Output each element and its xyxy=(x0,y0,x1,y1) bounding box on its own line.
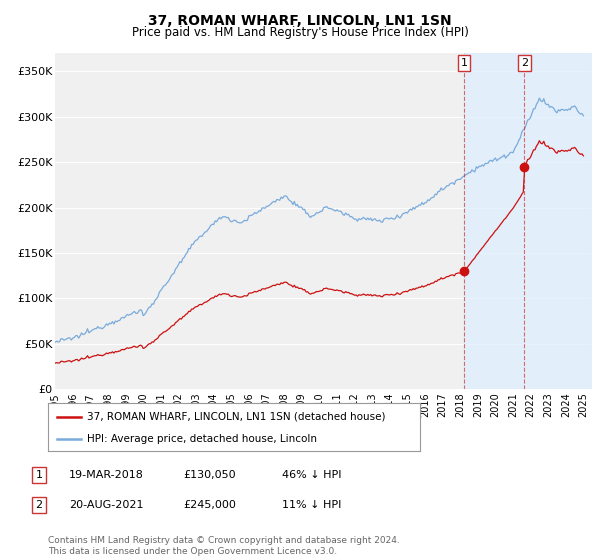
Text: Price paid vs. HM Land Registry's House Price Index (HPI): Price paid vs. HM Land Registry's House … xyxy=(131,26,469,39)
Text: 37, ROMAN WHARF, LINCOLN, LN1 1SN (detached house): 37, ROMAN WHARF, LINCOLN, LN1 1SN (detac… xyxy=(87,412,386,422)
Text: 1: 1 xyxy=(35,470,43,480)
Text: 19-MAR-2018: 19-MAR-2018 xyxy=(69,470,144,480)
Text: 46% ↓ HPI: 46% ↓ HPI xyxy=(282,470,341,480)
Text: 1: 1 xyxy=(460,58,467,68)
Text: 20-AUG-2021: 20-AUG-2021 xyxy=(69,500,143,510)
Text: £130,050: £130,050 xyxy=(183,470,236,480)
Text: HPI: Average price, detached house, Lincoln: HPI: Average price, detached house, Linc… xyxy=(87,434,317,444)
Text: £245,000: £245,000 xyxy=(183,500,236,510)
Bar xyxy=(464,53,592,389)
Text: 2: 2 xyxy=(521,58,528,68)
Text: 2: 2 xyxy=(35,500,43,510)
Text: 37, ROMAN WHARF, LINCOLN, LN1 1SN: 37, ROMAN WHARF, LINCOLN, LN1 1SN xyxy=(148,14,452,28)
Text: 11% ↓ HPI: 11% ↓ HPI xyxy=(282,500,341,510)
Text: Contains HM Land Registry data © Crown copyright and database right 2024.
This d: Contains HM Land Registry data © Crown c… xyxy=(48,536,400,556)
